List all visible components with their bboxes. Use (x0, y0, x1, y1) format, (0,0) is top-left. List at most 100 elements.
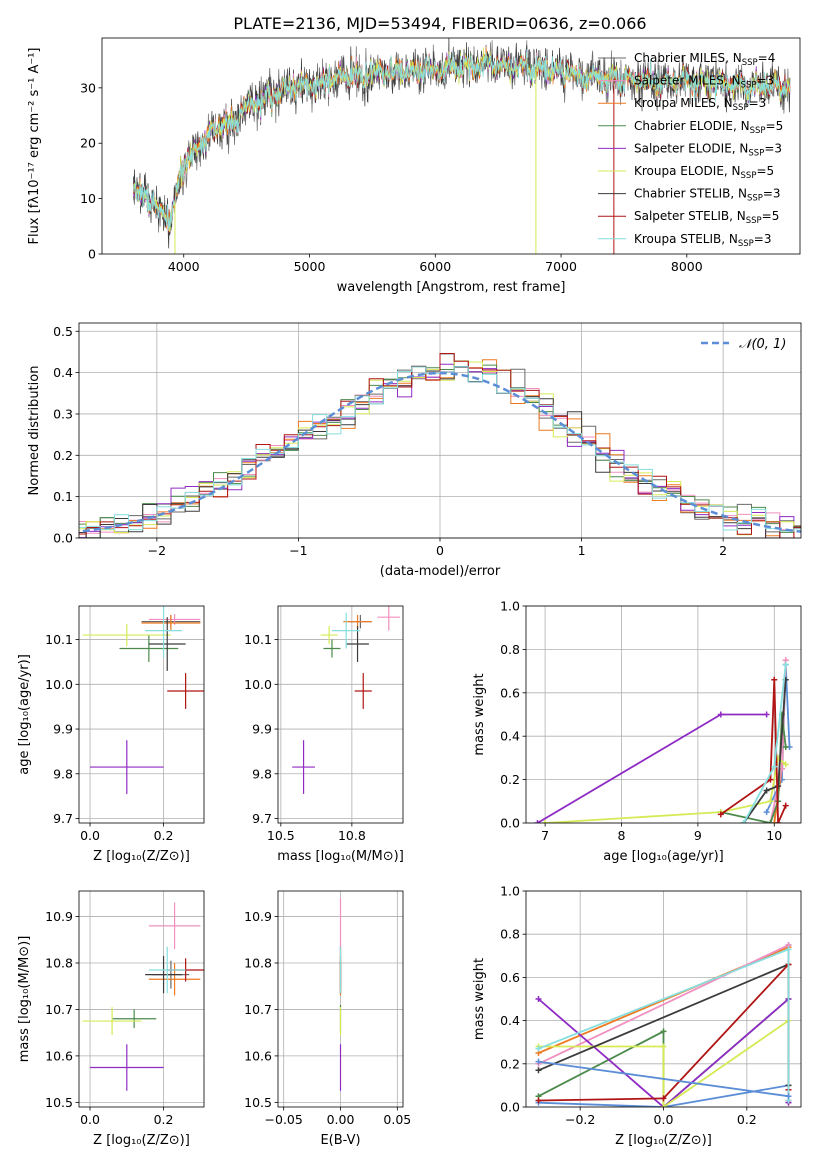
spectrum-panel: 4000 5000 6000 7000 8000 0 10 20 30 wavelength [A… (27, 37, 801, 295)
errorbar-point-5 (320, 626, 338, 645)
errorbar-point-8 (145, 606, 182, 658)
weight-marker (782, 661, 789, 668)
x-tick-label: 0.2 (737, 1112, 757, 1127)
y-tick-label: 0.4 (53, 365, 73, 380)
y-tick-label: 0.2 (53, 448, 73, 463)
weight-marker (763, 787, 770, 794)
weight-marker (535, 1097, 542, 1104)
y-tick-label: 10.1 (244, 632, 272, 647)
x-tick-label: 8 (618, 828, 626, 843)
figure-title: PLATE=2136, MJD=53494, FIBERID=0636, z=0… (233, 14, 646, 33)
y-tick-label: 10.7 (45, 1002, 73, 1017)
weight-marker (767, 776, 774, 783)
plot-area (82, 606, 204, 794)
weight-marker (542, 820, 549, 823)
weight-series-6 (742, 679, 787, 823)
age-vs-z-panel: 0.0 0.2 9.7 9.8 9.9 10.0 10.1 Z [log₁₀(Z/Z⊙)] ag… (17, 605, 205, 864)
x-tick-label: 10 (766, 828, 782, 843)
x-axis-label: E(B-V) (320, 1133, 360, 1148)
legend-entry: Chabrier ELODIE, NSSP=5 (634, 119, 783, 136)
residuals-panel: −2 −1 0 1 2 0.0 0.1 0.2 0.3 0.4 0.5 (data-model)/er… (27, 322, 802, 579)
weight-marker (775, 783, 782, 790)
y-tick-label: 20 (80, 136, 96, 151)
y-tick-label: 0.8 (500, 927, 520, 942)
weight-marker (660, 1043, 667, 1050)
x-axis-label: Z [log₁₀(Z/Z⊙)] (93, 849, 190, 864)
x-tick-label: 6000 (419, 259, 451, 274)
weight-marker (717, 711, 724, 718)
weight-series-9 (538, 1060, 789, 1098)
weight-vs-age-panel: 7 8 9 10 0.0 0.2 0.4 0.6 0.8 1.0 age [log₁₀(age/yr… (472, 599, 802, 864)
y-tick-label: 10.6 (45, 1048, 73, 1063)
y-tick-label: 0.3 (53, 406, 73, 421)
y-tick-label: 9.8 (53, 766, 73, 781)
errorbar-point-7 (167, 673, 204, 709)
legend-entry: Kroupa MILES, NSSP=3 (634, 96, 766, 113)
errorbar-point-4 (90, 740, 164, 794)
weight-marker (771, 820, 778, 823)
legend-entry: Kroupa STELIB, NSSP=3 (634, 232, 772, 249)
y-tick-label: 9.7 (53, 811, 73, 826)
weight-marker (660, 1095, 667, 1102)
y-tick-label: 10.0 (244, 677, 272, 692)
errorbar-point-8 (331, 612, 361, 649)
y-tick-label: 1.0 (500, 599, 520, 614)
weight-marker (763, 809, 770, 816)
y-axis-label: mass [log₁₀(M/M⊙)] (17, 936, 32, 1063)
mass-vs-ebv-panel: −0.05 0.00 0.05 10.5 10.6 10.7 10.8 10.9 E(B-V) (244, 890, 411, 1148)
x-tick-label: 0 (436, 543, 444, 558)
x-tick-label: 0.05 (383, 1112, 411, 1127)
x-tick-label: −0.2 (565, 1112, 595, 1127)
axes-frame (78, 605, 205, 824)
y-tick-label: 0.0 (500, 1100, 520, 1115)
y-tick-label: 0.2 (500, 1056, 520, 1071)
axes-frame (525, 605, 802, 824)
weight-marker (535, 1058, 542, 1065)
spectrum-series-8 (133, 49, 791, 231)
weight-marker (782, 761, 789, 768)
errorbar-point-5 (82, 1007, 142, 1035)
x-tick-label: 7 (541, 828, 549, 843)
x-tick-label: 0.0 (654, 1112, 674, 1127)
axes-frame (101, 37, 801, 255)
y-tick-label: 10.0 (45, 677, 73, 692)
axes-frame (78, 890, 205, 1108)
y-tick-label: 10.8 (45, 956, 73, 971)
plot-area (82, 902, 204, 1091)
x-tick-label: 2 (719, 543, 727, 558)
x-tick-label: 0.00 (327, 1112, 355, 1127)
legend-entry: Salpeter MILES, NSSP=3 (634, 74, 774, 91)
weight-marker (775, 820, 782, 823)
y-tick-label: 0.4 (500, 1013, 520, 1028)
legend-entry: Salpeter ELODIE, NSSP=3 (634, 141, 782, 158)
weight-marker (767, 798, 774, 805)
y-tick-label: 0.0 (53, 531, 73, 546)
y-tick-label: 9.8 (252, 766, 272, 781)
x-tick-label: 0.0 (80, 1112, 100, 1127)
legend-entry: Chabrier STELIB, NSSP=3 (634, 187, 781, 204)
errorbar-point-3 (119, 635, 179, 662)
errorbar-point-3 (112, 1009, 157, 1029)
x-tick-label: 10.8 (338, 828, 366, 843)
errorbar-point-6 (145, 956, 182, 994)
y-axis-label: mass weight (472, 673, 487, 755)
plot-area (133, 38, 791, 254)
x-tick-label: 0.0 (80, 828, 100, 843)
x-axis-label: age [log₁₀(age/yr)] (603, 849, 724, 864)
y-tick-label: 1.0 (500, 884, 520, 899)
errorbar-point-4 (90, 1044, 164, 1091)
y-tick-label: 10.9 (244, 909, 272, 924)
errorbar-point-1 (148, 902, 201, 950)
y-tick-label: 9.9 (252, 722, 272, 737)
x-tick-label: 0.2 (154, 828, 174, 843)
weight-marker (740, 820, 747, 823)
y-tick-label: 0.2 (500, 772, 520, 787)
weight-vs-z-panel: −0.2 0.0 0.2 0.0 0.2 0.4 0.6 0.8 1.0 Z [log₁₀(Z/Z… (472, 884, 802, 1148)
weight-marker (771, 763, 778, 770)
axes-frame (277, 605, 404, 824)
x-tick-label: 4000 (168, 259, 200, 274)
weight-marker (535, 1067, 542, 1074)
y-tick-label: 10.6 (244, 1048, 272, 1063)
y-tick-label: 30 (80, 80, 96, 95)
errorbar-point-6 (148, 617, 186, 671)
